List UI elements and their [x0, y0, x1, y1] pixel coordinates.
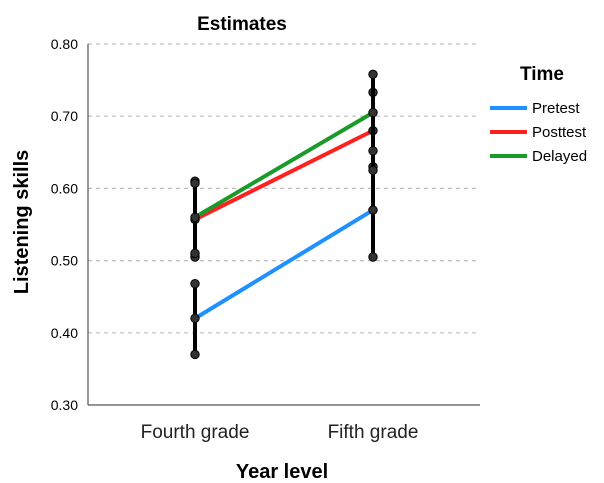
- axes: [87, 44, 480, 406]
- legend-title: Time: [520, 64, 564, 85]
- x-tick-labels: Fourth grade Fifth grade: [141, 422, 419, 443]
- error-bar-cap: [368, 252, 378, 262]
- error-bar-cap: [190, 248, 200, 259]
- legend-label-delayed: Delayed: [532, 148, 587, 165]
- point-marker: [368, 205, 378, 215]
- x-axis-title: Year level: [236, 461, 328, 483]
- y-tick-label: 0.30: [51, 397, 78, 413]
- series-line-pretest: [193, 208, 375, 321]
- series-lines: [193, 110, 375, 321]
- legend-label-posttest: Posttest: [532, 124, 587, 141]
- series-line-delayed: [193, 110, 375, 220]
- x-tick-label: Fifth grade: [328, 422, 419, 443]
- gridlines: [88, 43, 480, 334]
- error-bar-cap: [368, 69, 378, 80]
- point-marker: [368, 107, 378, 118]
- x-tick-label: Fourth grade: [141, 422, 250, 443]
- y-tick-label: 0.50: [51, 253, 78, 269]
- error-bar-cap: [190, 349, 200, 360]
- error-bar-cap: [368, 146, 378, 156]
- y-tick-label: 0.70: [51, 108, 78, 124]
- error-bar-cap: [190, 178, 200, 189]
- chart-title: Estimates: [197, 14, 287, 35]
- error-bar-cap: [368, 165, 378, 176]
- point-marker: [190, 212, 200, 222]
- y-axis-title: Listening skills: [11, 150, 33, 294]
- y-tick-label: 0.60: [51, 180, 78, 196]
- y-tick-label: 0.80: [51, 36, 78, 52]
- legend: Time Pretest Posttest Delayed: [490, 64, 587, 165]
- y-tick-label: 0.40: [51, 325, 78, 341]
- legend-label-pretest: Pretest: [532, 100, 580, 117]
- error-bars: [190, 69, 378, 360]
- y-tick-labels: 0.30 0.40 0.50 0.60 0.70 0.80: [51, 36, 78, 413]
- error-bar-cap: [190, 279, 200, 289]
- series-line-posttest: [194, 128, 374, 222]
- point-marker: [190, 313, 200, 324]
